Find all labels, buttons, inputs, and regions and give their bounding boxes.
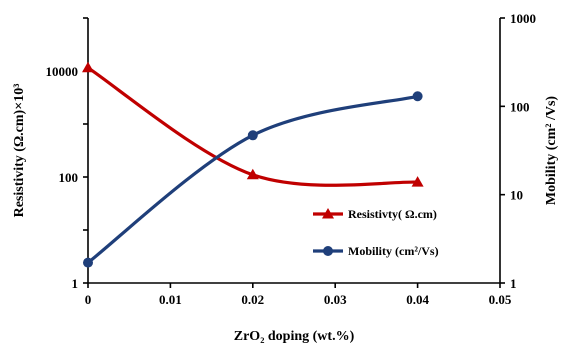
y-left-tick-label: 100 [59,170,79,185]
data-point [412,91,423,102]
series-line [86,66,420,187]
y-left-tick-label: 1 [72,276,79,291]
legend: Resistivty( Ω.cm) Mobility (cm²/Vs) [313,207,439,258]
legend-label: Mobility (cm²/Vs) [348,244,439,258]
y-left-tick-label: 10000 [46,64,79,79]
y-axis-right-label: Mobility (cm² /Vs) [544,96,559,206]
y-right-tick-label: 1 [510,276,517,291]
axes [83,17,505,288]
x-tick-label: 0.02 [241,292,264,307]
data-point [246,168,259,180]
x-tick-label: 0 [85,292,92,307]
legend-label: Resistivty( Ω.cm) [348,207,437,221]
x-tick-label: 0.05 [489,292,512,307]
series-line [86,94,420,265]
legend-entry: Mobility (cm²/Vs) [313,244,439,258]
data-point [82,61,94,73]
series-resistivity [82,61,424,187]
data-point [83,257,93,268]
series-mobility [83,91,423,268]
x-axis-label: ZrO₂ doping (wt.%) [234,329,355,344]
legend-swatch-marker [322,208,334,219]
data-point [247,130,258,141]
y-right-tick-label: 10 [510,188,523,203]
legend-entry: Resistivty( Ω.cm) [313,207,437,221]
y-right-tick-label: 100 [510,99,530,114]
y-right-tick-label: 1000 [510,11,536,26]
x-tick-label: 0.04 [406,292,429,307]
x-tick-label: 0.01 [159,292,182,307]
series-group [82,61,424,268]
legend-swatch-marker [323,246,333,256]
y-axis-left-label: Resistivity (Ω.cm)×10³ [12,84,27,218]
x-tick-label: 0.03 [324,292,347,307]
data-point [411,176,424,187]
